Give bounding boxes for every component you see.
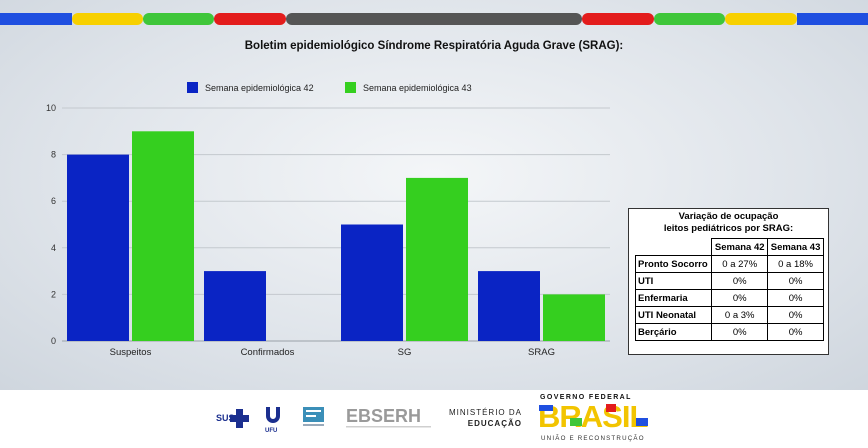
y-axis-ticks: 0 2 4 6 8 10: [46, 103, 56, 346]
bulletin-panel: Boletim epidemiológico Síndrome Respirat…: [0, 0, 868, 390]
x-tick-label: Confirmados: [241, 347, 295, 358]
governo-federal-logo: GOVERNO FEDERAL BRASIL UNIÃO E RECONSTRU…: [538, 394, 648, 442]
y-tick-label: 0: [51, 336, 56, 346]
x-tick-label: Suspeitos: [110, 347, 152, 358]
legend-swatch: [187, 82, 198, 93]
y-tick-label: 8: [51, 150, 56, 160]
legend-label: Semana epidemiológica 43: [363, 83, 472, 93]
x-axis-ticks: Suspeitos Confirmados SG SRAG: [110, 347, 555, 358]
page-title: Boletim epidemiológico Síndrome Respirat…: [244, 40, 624, 52]
ufu-logo-text: UFU: [265, 428, 277, 434]
sus-logo: SUS: [216, 409, 249, 428]
occupancy-header-blank: [635, 238, 713, 256]
y-tick-label: 2: [51, 289, 56, 299]
bar: [67, 154, 129, 341]
strip-segment: [214, 13, 286, 25]
table-row: Pronto Socorro 0 a 27% 0 a 18%: [634, 255, 824, 273]
bar: [341, 224, 403, 341]
row-label: UTI: [634, 272, 713, 290]
color-strip: [0, 13, 868, 25]
table-row: UTI 0% 0%: [634, 272, 824, 290]
occupancy-header-week43: Semana 43: [767, 238, 824, 256]
strip-segment: [725, 13, 797, 25]
table-row: Berçário 0% 0%: [634, 323, 824, 341]
bar: [478, 271, 540, 341]
strip-segment: [582, 13, 654, 25]
legend-label: Semana epidemiológica 42: [205, 83, 314, 93]
footer-logos: SUS UFU EBSERH MINISTÉRIO DA EDUCAÇÃO GO…: [0, 390, 868, 443]
occupancy-table-box: Variação de ocupação leitos pediátricos …: [628, 208, 829, 355]
table-row: UTI Neonatal 0 a 3% 0%: [634, 306, 824, 324]
strip-segment: [0, 13, 72, 25]
cell-week42: 0%: [711, 289, 769, 307]
strip-segment: [143, 13, 214, 25]
x-tick-label: SRAG: [528, 347, 555, 358]
bar: [406, 177, 468, 341]
hospital-logo-icon: [303, 407, 324, 422]
y-tick-label: 10: [46, 103, 56, 113]
row-label: Pronto Socorro: [634, 255, 713, 273]
strip-segment: [654, 13, 725, 25]
governo-federal-text: GOVERNO FEDERAL: [540, 394, 632, 401]
occupancy-title: Variação de ocupação leitos pediátricos …: [629, 209, 828, 235]
occupancy-header-week42: Semana 42: [711, 238, 769, 256]
occupancy-title-line2: leitos pediátricos por SRAG:: [663, 223, 794, 234]
hospital-logo: [303, 407, 324, 426]
chart-bars: [67, 131, 605, 341]
ministerio-line2: EDUCAÇÃO: [468, 419, 522, 428]
occupancy-table: Semana 42 Semana 43 Pronto Socorro 0 a 2…: [634, 238, 824, 341]
ministerio-line1: MINISTÉRIO DA: [449, 408, 522, 417]
cell-week43: 0%: [767, 306, 824, 324]
y-tick-label: 4: [51, 243, 56, 253]
sus-logo-text: SUS: [216, 413, 235, 423]
row-label: UTI Neonatal: [634, 306, 713, 324]
ufu-logo: UFU: [265, 407, 280, 434]
cell-week43: 0%: [767, 272, 824, 290]
bar: [204, 271, 266, 341]
brasil-wordmark: BRASIL: [538, 399, 647, 434]
cell-week42: 0 a 27%: [711, 255, 769, 273]
uniao-reconstrucao-text: UNIÃO E RECONSTRUÇÃO: [541, 435, 645, 442]
x-tick-label: SG: [398, 347, 412, 358]
legend-swatch: [345, 82, 356, 93]
strip-segment: [72, 13, 143, 25]
cell-week42: 0%: [711, 323, 769, 341]
cell-week43: 0%: [767, 323, 824, 341]
cell-week42: 0%: [711, 272, 769, 290]
ministerio-logo: MINISTÉRIO DA EDUCAÇÃO: [449, 408, 522, 428]
cell-week43: 0%: [767, 289, 824, 307]
strip-segment: [286, 13, 582, 25]
row-label: Enfermaria: [634, 289, 713, 307]
cell-week43: 0 a 18%: [767, 255, 824, 273]
strip-segment: [797, 13, 868, 25]
bar: [543, 294, 605, 341]
cell-week42: 0 a 3%: [711, 306, 769, 324]
ebserh-logo: EBSERH: [346, 406, 431, 428]
footer-logo-strip: SUS UFU EBSERH MINISTÉRIO DA EDUCAÇÃO GO…: [216, 394, 648, 442]
bar: [132, 131, 194, 341]
table-row: Enfermaria 0% 0%: [634, 289, 824, 307]
occupancy-header-row: Semana 42 Semana 43: [635, 238, 824, 256]
cross-icon: [230, 409, 249, 428]
ufu-emblem-icon: [266, 407, 280, 423]
y-tick-label: 6: [51, 196, 56, 206]
occupancy-title-line1: Variação de ocupação: [678, 211, 779, 222]
chart-legend: Semana epidemiológica 42 Semana epidemiol…: [187, 82, 472, 93]
row-label: Berçário: [634, 323, 713, 341]
bar-chart: 0 2 4 6 8 10 Suspeitos Confirmados SG SRAG Seman…: [46, 82, 610, 358]
ebserh-logo-text: EBSERH: [346, 406, 421, 426]
